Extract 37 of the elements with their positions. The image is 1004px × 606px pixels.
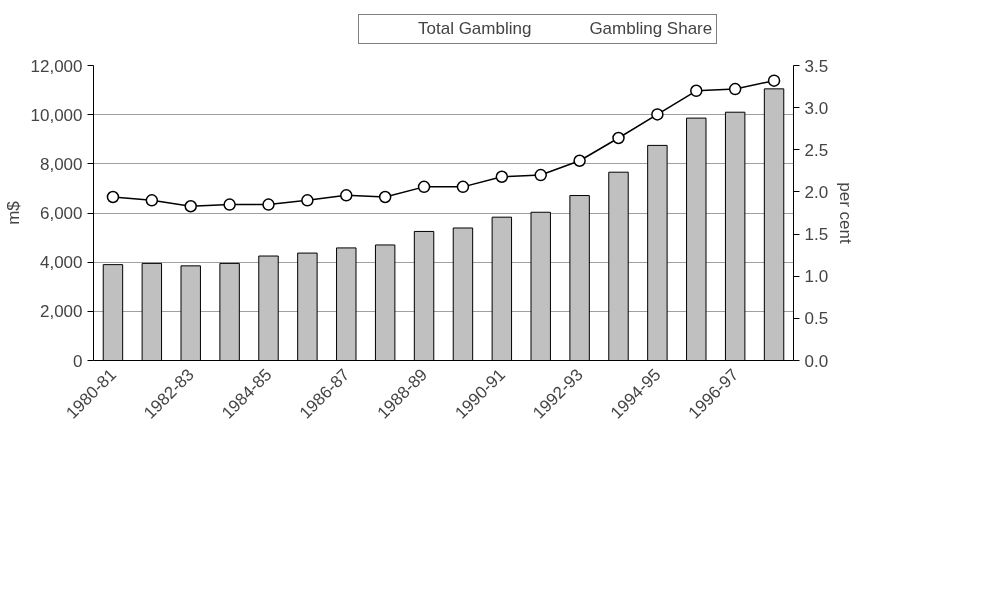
y2-axis-title: per cent <box>836 182 856 244</box>
y-tick-label: 12,000 <box>30 56 83 76</box>
y2-tick-label: 2.5 <box>804 140 829 160</box>
point <box>184 200 197 213</box>
point <box>262 198 275 211</box>
y-tick-label: 2,000 <box>39 302 83 322</box>
point <box>301 194 314 207</box>
point <box>728 82 742 96</box>
text: Total Gambling <box>418 19 532 39</box>
y-tick-label: 4,000 <box>39 253 83 273</box>
y-tick-label: 10,000 <box>30 105 83 125</box>
y2-tick-label: 3.5 <box>804 56 829 76</box>
point <box>456 180 470 194</box>
point <box>223 198 236 211</box>
point <box>340 189 353 202</box>
point <box>378 190 392 204</box>
y-axis-title: m$ <box>3 200 23 225</box>
y-tick-label: 8,000 <box>39 154 83 174</box>
y2-tick-label: 3.0 <box>804 98 829 118</box>
point <box>417 180 431 194</box>
point <box>573 154 586 167</box>
point <box>145 194 159 207</box>
point <box>767 74 781 87</box>
point <box>690 84 703 98</box>
y2-tick-label: 0.5 <box>804 309 829 329</box>
y-tick-label: 6,000 <box>39 204 83 223</box>
point <box>534 168 547 182</box>
point <box>612 131 625 145</box>
y2-tick-label: 0.0 <box>804 351 829 371</box>
point <box>106 190 120 204</box>
point <box>495 170 509 183</box>
text: Gambling Share <box>589 19 713 39</box>
y-tick-label: 0 <box>73 351 83 371</box>
y2-tick-label: 2.0 <box>804 182 829 202</box>
point <box>651 108 664 121</box>
y2-tick-label: 1.5 <box>804 225 829 245</box>
y2-tick-label: 1.0 <box>804 267 829 287</box>
